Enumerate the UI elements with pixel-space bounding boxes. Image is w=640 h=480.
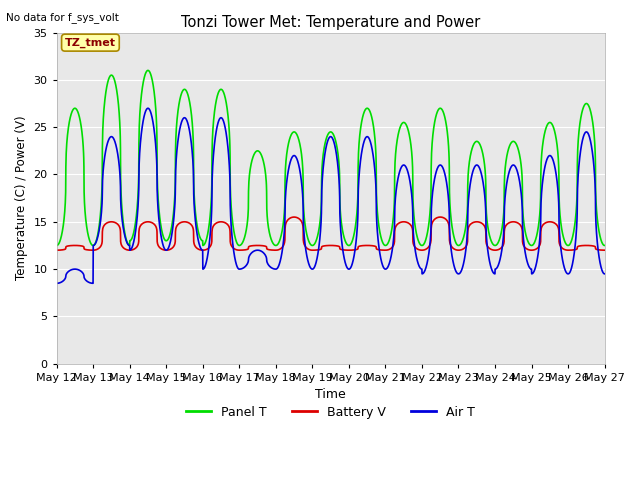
Battery V bbox=[148, 220, 156, 226]
Panel T bbox=[53, 242, 61, 248]
Line: Battery V: Battery V bbox=[57, 217, 605, 250]
Title: Tonzi Tower Met: Temperature and Power: Tonzi Tower Met: Temperature and Power bbox=[181, 15, 480, 30]
Panel T bbox=[590, 131, 598, 136]
Text: No data for f_sys_volt: No data for f_sys_volt bbox=[6, 12, 119, 23]
Battery V bbox=[53, 247, 61, 253]
Panel T bbox=[263, 210, 271, 216]
Line: Panel T: Panel T bbox=[57, 71, 605, 245]
Legend: Panel T, Battery V, Air T: Panel T, Battery V, Air T bbox=[182, 401, 480, 424]
Panel T bbox=[531, 239, 539, 244]
X-axis label: Time: Time bbox=[316, 388, 346, 401]
Panel T bbox=[115, 110, 123, 116]
Battery V bbox=[263, 246, 271, 252]
Air T bbox=[53, 280, 61, 286]
Battery V bbox=[290, 214, 298, 220]
Air T bbox=[590, 164, 598, 170]
Y-axis label: Temperature (C) / Power (V): Temperature (C) / Power (V) bbox=[15, 116, 28, 280]
Battery V bbox=[590, 243, 598, 249]
Air T bbox=[601, 271, 609, 276]
Panel T bbox=[601, 242, 609, 248]
Air T bbox=[115, 162, 123, 168]
Text: TZ_tmet: TZ_tmet bbox=[65, 37, 116, 48]
Battery V bbox=[531, 247, 539, 252]
Battery V bbox=[115, 223, 123, 229]
Panel T bbox=[144, 68, 152, 73]
Panel T bbox=[148, 76, 156, 82]
Air T bbox=[287, 157, 294, 163]
Air T bbox=[531, 266, 539, 272]
Air T bbox=[144, 106, 152, 111]
Panel T bbox=[287, 133, 294, 139]
Line: Air T: Air T bbox=[57, 108, 605, 283]
Air T bbox=[263, 259, 271, 265]
Air T bbox=[148, 114, 156, 120]
Battery V bbox=[601, 247, 609, 253]
Battery V bbox=[287, 215, 294, 221]
